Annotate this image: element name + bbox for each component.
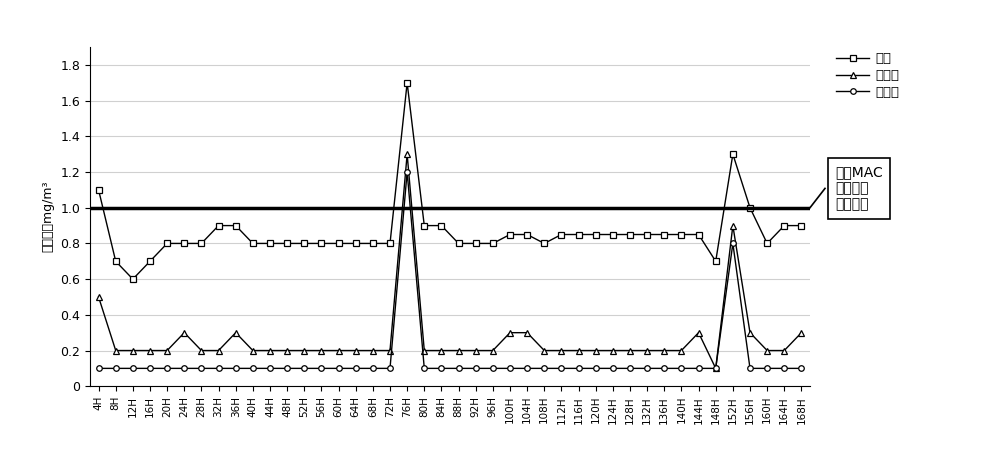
- Text: 中国MAC
车间空气
卫生标准: 中国MAC 车间空气 卫生标准: [835, 165, 883, 211]
- Legend: 对比, 方法一, 方法二: 对比, 方法一, 方法二: [831, 47, 905, 105]
- Y-axis label: 氯气浓度mg/m³: 氯气浓度mg/m³: [42, 181, 55, 252]
